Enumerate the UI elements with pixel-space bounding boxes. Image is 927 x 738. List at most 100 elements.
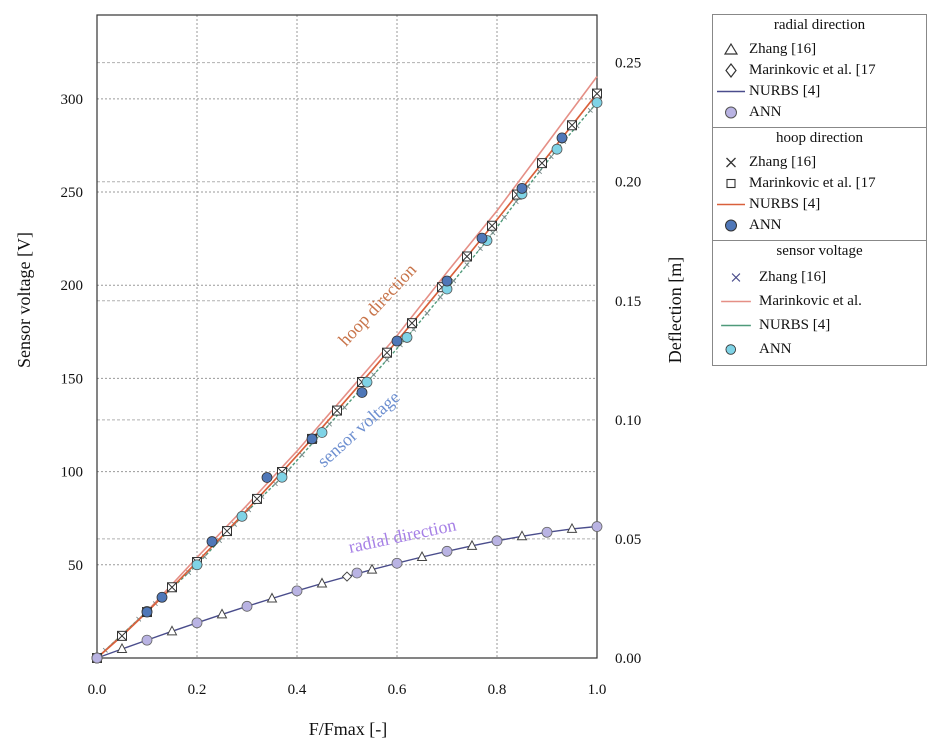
voltage-ann-point (591, 97, 603, 108)
hoop-ann-point (261, 472, 273, 483)
radial-ann-point (491, 535, 503, 547)
voltage-zhang-marker (326, 421, 333, 427)
hoop-ann-point (356, 387, 368, 398)
y-right-tick-labels: 0.00 0.05 0.10 0.15 0.20 0.25 (615, 56, 641, 667)
legend: radial direction Zhang [16] Marinkovic e… (712, 14, 927, 366)
y-right-tick-label: 0.20 (615, 175, 641, 191)
legend-label: NURBS [4] (759, 316, 831, 333)
legend-item: Zhang [16] (713, 152, 926, 173)
radial-ann-point (591, 521, 603, 532)
y-right-tick-label: 0.25 (615, 56, 641, 72)
voltage-zhang-marker (548, 154, 554, 160)
hoop-zhang-marker (462, 251, 472, 262)
hoop-ann-point (306, 433, 318, 445)
x-tick-label: 0.0 (88, 682, 107, 698)
radial-ann-point (241, 600, 253, 612)
legend-label: NURBS [4] (749, 196, 821, 212)
legend-item: NURBS [4] (713, 313, 926, 337)
hoop-zhang-marker (407, 318, 417, 329)
legend-hoop-header: hoop direction (713, 127, 926, 150)
y-right-axis-title: Deflection [m] (665, 257, 685, 363)
x-tick-label: 0.6 (388, 682, 407, 698)
circle-marker-icon (725, 106, 737, 119)
hoop-zhang-marker (167, 582, 177, 593)
voltage-zhang-marker (490, 230, 496, 236)
legend-label: Marinkovic et al. [17 (749, 62, 876, 78)
radial-zhang-marker (416, 550, 428, 562)
line-marker-icon (717, 90, 745, 93)
legend-item: ANN (713, 337, 926, 361)
legend-label: Marinkovic et al. [17 (749, 175, 876, 191)
legend-item: Zhang [16] (713, 265, 926, 289)
legend-hoop-section: Zhang [16] Marinkovic et al. [17 NURBS [… (713, 150, 926, 240)
line-marker-icon (721, 324, 751, 326)
circle-marker-icon (725, 343, 736, 355)
radial-ann-point (541, 526, 553, 538)
legend-radial-section: Zhang [16] Marinkovic et al. [17 NURBS [… (713, 37, 926, 127)
legend-label: Zhang [16] (749, 154, 817, 170)
x-marker-icon (731, 272, 741, 282)
voltage-zhang-marker (371, 372, 377, 378)
legend-item: Marinkovic et al. [17 (713, 60, 926, 81)
legend-item: Marinkovic et al. [17 (713, 173, 926, 194)
plot-frame (96, 14, 598, 659)
voltage-zhang-marker (286, 467, 292, 473)
radial-ann-point (291, 585, 303, 597)
radial-ann-point (141, 634, 153, 646)
voltage-zhang-marker (216, 538, 223, 544)
line-marker-icon (721, 300, 751, 302)
voltage-ann-point (316, 427, 328, 438)
x-marker-icon (726, 157, 736, 168)
voltage-zhang-marker (464, 262, 470, 268)
y-left-tick-label: 200 (61, 278, 84, 294)
triangle-marker-icon (723, 42, 739, 55)
hoop-ann-point (516, 182, 528, 194)
radial-zhang-marker (366, 563, 378, 574)
radial-ann-point (441, 545, 453, 557)
radial-zhang-marker (166, 625, 178, 636)
voltage-zhang-marker (424, 310, 430, 316)
hoop-ann-point (156, 591, 168, 603)
x-tick-label: 0.4 (288, 682, 307, 698)
voltage-zhang-marker (536, 169, 543, 175)
y-right-tick-label: 0.05 (615, 532, 641, 548)
hoop-ann-point (441, 275, 453, 287)
legend-label: NURBS [4] (749, 83, 821, 99)
legend-label: ANN (759, 340, 792, 357)
hoop-ann-point (476, 232, 488, 244)
legend-item: NURBS [4] (713, 194, 926, 215)
annotation-sensor-voltage: sensor voltage (313, 387, 403, 471)
radial-zhang-marker (216, 608, 228, 619)
y-left-tick-label: 300 (61, 92, 84, 108)
y-right-tick-label: 0.00 (615, 651, 641, 667)
y-left-axis-title: Sensor voltage [V] (14, 232, 34, 368)
radial-zhang-marker (466, 539, 478, 550)
legend-label: Zhang [16] (759, 268, 827, 285)
voltage-ann-point (236, 510, 248, 522)
annotation-radial-direction: radial direction (347, 515, 458, 557)
hoop-zhang-marker (117, 630, 127, 641)
legend-voltage-header: sensor voltage (713, 240, 926, 263)
radial-ann-point (191, 617, 203, 629)
voltage-zhang-marker (501, 214, 508, 220)
legend-item: Marinkovic et al. (713, 289, 926, 313)
diamond-marker-icon (725, 63, 737, 78)
hoop-zhang-marker (382, 347, 392, 358)
x-tick-label: 1.0 (588, 682, 607, 698)
voltage-zhang-marker (272, 481, 278, 487)
y-left-tick-label: 250 (61, 185, 84, 201)
voltage-zhang-marker (513, 199, 519, 205)
voltage-ann-point (401, 332, 413, 343)
hoop-zhang-marker (592, 88, 602, 99)
line-marker-icon (717, 203, 745, 206)
voltage-zhang-marker (231, 521, 238, 527)
hoop-zhang-marker (222, 526, 232, 536)
hoop-zhang-marker (487, 220, 497, 231)
radial-zhang-marker (516, 530, 528, 541)
hoop-ann-point (391, 335, 403, 347)
voltage-ann-point (551, 143, 563, 155)
radial-ann-point (91, 652, 103, 664)
hoop-zhang-marker (332, 405, 342, 416)
radial-zhang-marker (316, 577, 328, 588)
